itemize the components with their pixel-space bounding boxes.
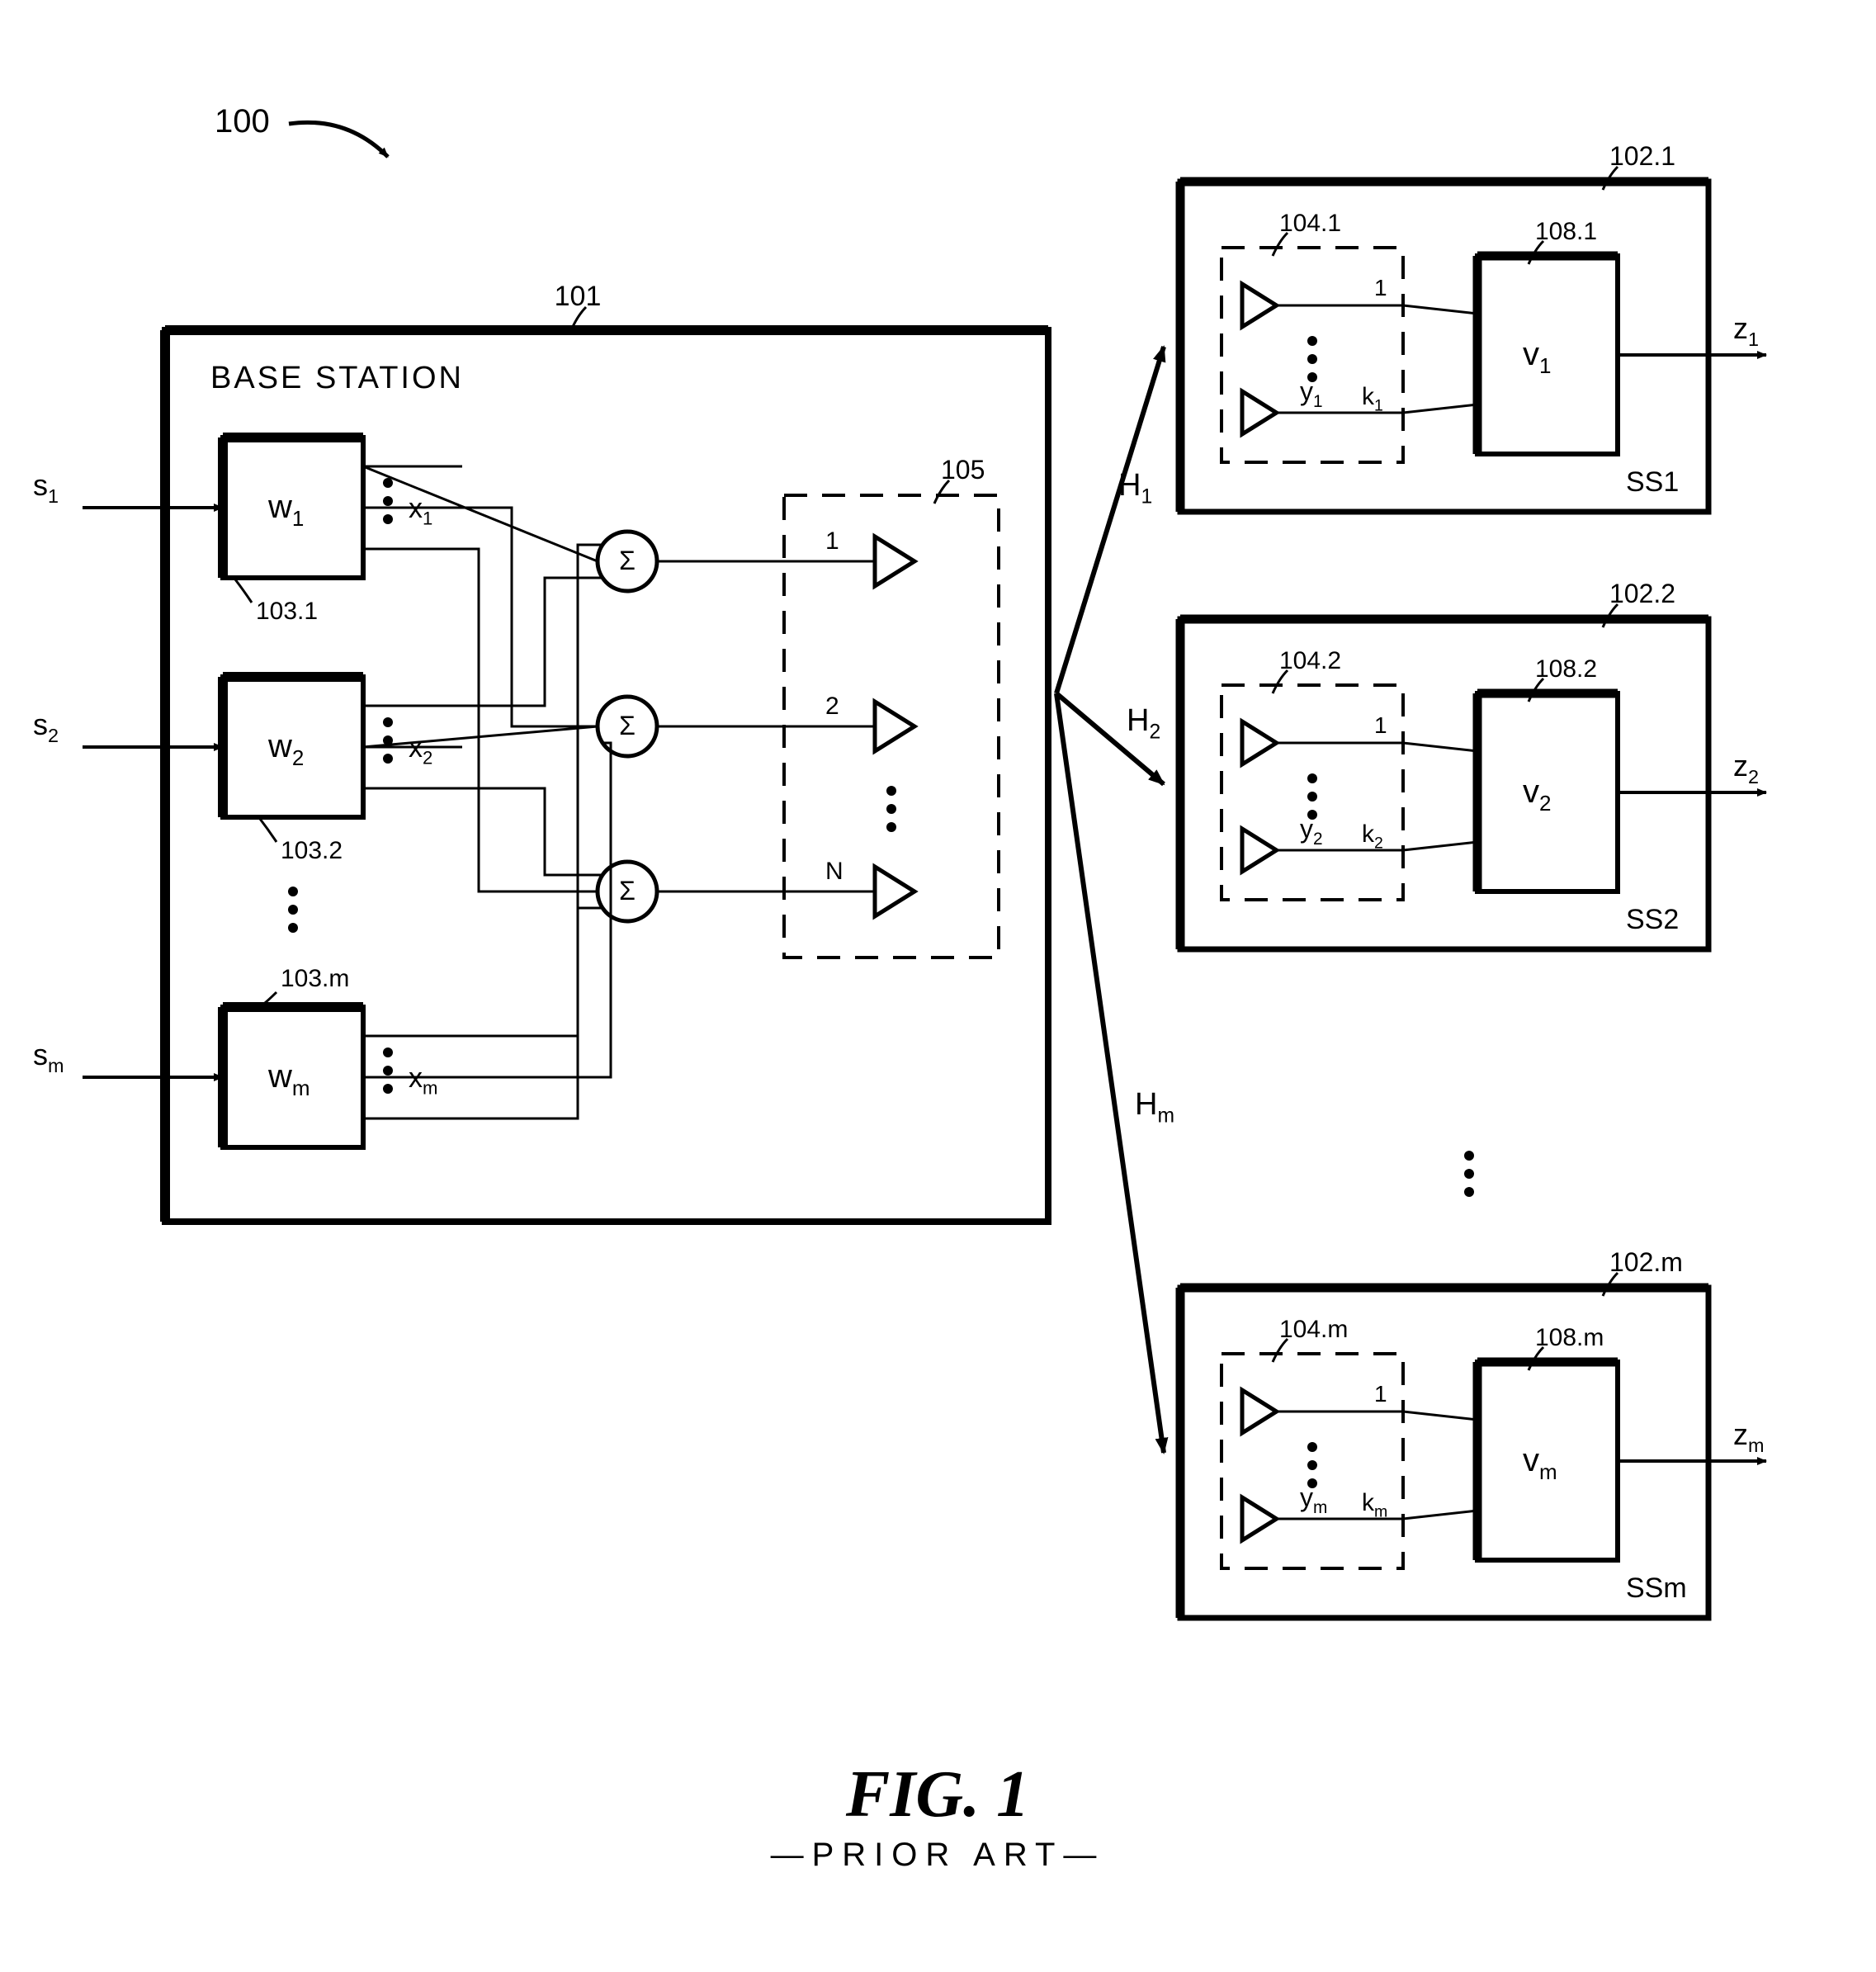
svg-text:y1: y1 [1300, 376, 1323, 411]
svg-text:SS1: SS1 [1626, 466, 1679, 498]
svg-text:1: 1 [1374, 1381, 1387, 1407]
svg-text:H1: H1 [1118, 468, 1152, 508]
svg-text:Σ: Σ [619, 711, 636, 740]
svg-text:108.2: 108.2 [1535, 655, 1597, 683]
svg-text:SS2: SS2 [1626, 904, 1679, 935]
svg-text:w2: w2 [267, 728, 304, 770]
svg-text:104.2: 104.2 [1279, 647, 1341, 674]
svg-text:v2: v2 [1523, 773, 1551, 816]
svg-text:102.m: 102.m [1609, 1247, 1683, 1277]
svg-text:101: 101 [555, 281, 602, 312]
svg-text:H2: H2 [1127, 703, 1160, 744]
svg-text:sm: sm [33, 1038, 64, 1076]
svg-text:k1: k1 [1362, 383, 1383, 415]
svg-text:v1: v1 [1523, 336, 1551, 378]
svg-text:105: 105 [941, 455, 985, 485]
svg-text:s2: s2 [33, 707, 59, 746]
svg-text:Σ: Σ [619, 876, 636, 906]
svg-text:Σ: Σ [619, 546, 636, 575]
svg-text:k2: k2 [1362, 820, 1383, 853]
svg-text:km: km [1362, 1489, 1387, 1521]
svg-text:103.m: 103.m [281, 965, 349, 992]
svg-text:N: N [825, 858, 843, 885]
svg-text:—PRIOR ART—: —PRIOR ART— [771, 1837, 1105, 1873]
block-diagram: 100 101 BASE STATION w1 s1 x1 103.1 w2 s2 x2 103.2… [0, 0, 1876, 1972]
svg-text:102.2: 102.2 [1609, 579, 1675, 608]
svg-text:SSm: SSm [1626, 1572, 1687, 1604]
svg-text:s1: s1 [33, 468, 59, 507]
svg-text:x2: x2 [409, 732, 432, 768]
svg-text:z2: z2 [1733, 749, 1759, 787]
svg-text:104.1: 104.1 [1279, 210, 1341, 237]
svg-text:z1: z1 [1733, 311, 1759, 350]
svg-text:102.1: 102.1 [1609, 141, 1675, 171]
svg-text:vm: vm [1523, 1442, 1557, 1484]
svg-text:y2: y2 [1300, 814, 1323, 849]
svg-text:x1: x1 [409, 493, 432, 529]
svg-text:xm: xm [409, 1062, 437, 1099]
svg-text:BASE STATION: BASE STATION [210, 361, 464, 395]
svg-text:Hm: Hm [1135, 1087, 1174, 1128]
svg-text:w1: w1 [267, 489, 304, 531]
svg-text:zm: zm [1733, 1417, 1765, 1456]
svg-text:103.1: 103.1 [256, 598, 318, 625]
svg-text:108.m: 108.m [1535, 1324, 1604, 1351]
svg-text:FIG. 1: FIG. 1 [845, 1758, 1029, 1831]
svg-text:1: 1 [825, 527, 839, 555]
svg-text:108.1: 108.1 [1535, 218, 1597, 245]
svg-text:104.m: 104.m [1279, 1316, 1348, 1343]
svg-text:100: 100 [215, 103, 270, 140]
svg-text:wm: wm [267, 1058, 310, 1100]
svg-text:103.2: 103.2 [281, 837, 343, 864]
svg-text:1: 1 [1374, 275, 1387, 300]
svg-text:1: 1 [1374, 712, 1387, 738]
svg-text:2: 2 [825, 693, 839, 720]
